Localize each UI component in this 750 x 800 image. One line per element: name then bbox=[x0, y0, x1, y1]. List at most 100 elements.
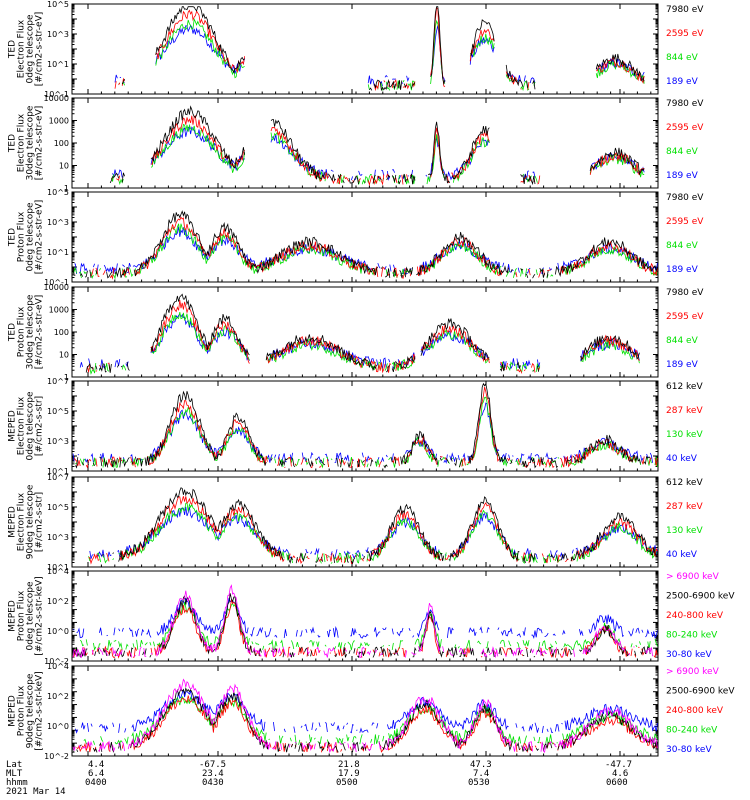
series-0-trace bbox=[101, 487, 658, 565]
y-tick-label: 10^4 bbox=[47, 567, 69, 576]
y-axis-label-line: [#/cm2-s-str-eV] bbox=[35, 200, 45, 275]
y-axis-label-line: MEPED bbox=[8, 695, 18, 727]
series-3-trace bbox=[74, 226, 658, 275]
panel-7: 10^-2 10^0 10^2 10^4 MEPED Proton Flux 0deg te… bbox=[8, 567, 736, 666]
y-tick-label: 10^3 bbox=[47, 437, 69, 446]
y-tick-label: 10^1 bbox=[47, 248, 69, 257]
series-0-trace bbox=[85, 293, 640, 373]
y-axis-label-line: Proton Flux bbox=[17, 306, 27, 357]
panel-8: 10^-2 10^0 10^2 10^4 MEPED Proton Flux 90deg t… bbox=[8, 662, 736, 761]
legend-entry: 240-800 keV bbox=[666, 611, 724, 621]
legend-entry: 7980 eV bbox=[666, 5, 704, 15]
y-tick-label: 10^4 bbox=[47, 662, 69, 671]
legend-entry: > 6900 keV bbox=[666, 572, 720, 582]
series-2-trace bbox=[76, 695, 658, 753]
legend-entry: 30-80 keV bbox=[666, 650, 712, 660]
panel-5: 10^1 10^3 10^5 10^7 MEPED Electron Flux 0deg t… bbox=[8, 377, 704, 476]
y-axis-label-line: Electron Flux bbox=[17, 396, 27, 455]
y-tick-label: 10000 bbox=[44, 94, 69, 103]
y-axis-label-line: [#/cm2-s-str-eV] bbox=[35, 295, 45, 370]
y-axis-label-line: TED bbox=[8, 323, 18, 342]
y-axis-label-line: 30deg telescope bbox=[26, 294, 36, 369]
panel-frame bbox=[71, 3, 659, 95]
panel-2: 1 10 100 1000 10000 TED Electron Flux 30deg tel… bbox=[8, 94, 705, 193]
y-tick-label: 10^1 bbox=[47, 467, 69, 476]
y-axis-label-line: TED bbox=[8, 228, 18, 247]
panel-frame bbox=[71, 97, 659, 189]
series-1-trace bbox=[87, 300, 640, 374]
y-axis-label-line: 30deg telescope bbox=[26, 105, 36, 180]
y-axis-label-line: 90deg telescope bbox=[26, 484, 36, 559]
legend-entry: 130 keV bbox=[666, 430, 703, 440]
y-tick-label: 10^1 bbox=[47, 60, 69, 69]
y-tick-label: 10^5 bbox=[47, 188, 69, 197]
y-axis-label-line: 0deg telescope bbox=[26, 14, 36, 84]
y-tick-label: 10^0 bbox=[47, 722, 69, 731]
series-0-trace bbox=[121, 6, 645, 92]
y-tick-label: 10^-1 bbox=[44, 90, 69, 99]
legend-entry: 80-240 keV bbox=[666, 726, 718, 736]
legend-entry: 287 keV bbox=[666, 406, 703, 416]
y-tick-label: 10^7 bbox=[47, 473, 69, 482]
legend-entry: 844 eV bbox=[666, 241, 699, 251]
series-2-trace bbox=[75, 396, 658, 469]
y-tick-label: 10000 bbox=[44, 283, 69, 292]
series-4-trace bbox=[72, 597, 658, 639]
legend-entry: 7980 eV bbox=[666, 99, 704, 109]
y-tick-label: 10^5 bbox=[47, 503, 69, 512]
legend-entry: 844 eV bbox=[666, 53, 699, 63]
legend-entry: 2595 eV bbox=[666, 29, 704, 39]
series-3-trace bbox=[75, 602, 658, 651]
y-axis-label-line: [#/cm2-s-str-keV] bbox=[35, 671, 45, 750]
legend-entry: 40 keV bbox=[666, 550, 698, 560]
legend-entry: 7980 eV bbox=[666, 288, 704, 298]
series-0-trace bbox=[109, 105, 645, 186]
legend-entry: 612 keV bbox=[666, 382, 703, 392]
panel-4: 1 10 100 1000 10000 TED Proton Flux 30deg teles… bbox=[8, 283, 705, 382]
y-axis-label-line: TED bbox=[8, 134, 18, 153]
y-axis-label-line: 0deg telescope bbox=[26, 202, 36, 272]
y-axis-label-line: 90deg telescope bbox=[26, 673, 36, 748]
legend-entry: 612 keV bbox=[666, 478, 703, 488]
legend-entry: 2595 eV bbox=[666, 123, 704, 133]
y-axis-label-line: [#/cm2-s-str] bbox=[35, 492, 45, 552]
y-axis-label-line: [#/cm2-s-str-eV] bbox=[35, 106, 45, 181]
panel-6: 10^1 10^3 10^5 10^7 MEPED Electron Flux 90deg … bbox=[8, 473, 704, 572]
legend-entry: 7980 eV bbox=[666, 193, 704, 203]
y-axis-label-line: [#/cm2-s-str] bbox=[35, 396, 45, 456]
series-1-trace bbox=[88, 496, 658, 565]
panel-frame bbox=[71, 286, 659, 378]
y-axis-label-line: 0deg telescope bbox=[26, 581, 36, 651]
legend-entry: 189 eV bbox=[666, 171, 699, 181]
y-tick-label: 10^5 bbox=[47, 407, 69, 416]
legend-entry: > 6900 keV bbox=[666, 667, 720, 677]
y-axis-label-line: MEPED bbox=[8, 506, 18, 538]
y-axis-label-line: Proton Flux bbox=[17, 211, 27, 262]
legend-entry: 2500-6900 keV bbox=[666, 592, 735, 602]
y-tick-label: 10^1 bbox=[47, 563, 69, 572]
series-2-trace bbox=[111, 123, 645, 185]
legend-entry: 40 keV bbox=[666, 454, 698, 464]
y-axis-label-line: [#/cm2-s-str-keV] bbox=[35, 576, 45, 655]
legend-entry: 240-800 keV bbox=[666, 706, 724, 716]
y-axis-label-line: [#/cm2-s-str-eV] bbox=[35, 12, 45, 87]
y-tick-label: 1 bbox=[64, 373, 69, 382]
y-tick-label: 10^3 bbox=[47, 533, 69, 542]
y-tick-label: 10^7 bbox=[47, 377, 69, 386]
legend-entry: 2500-6900 keV bbox=[666, 687, 735, 697]
y-tick-label: 10^3 bbox=[47, 30, 69, 39]
y-tick-label: 10^5 bbox=[47, 0, 69, 9]
series-0-trace bbox=[75, 384, 657, 468]
y-axis-label-line: Proton Flux bbox=[17, 590, 27, 641]
legend-entry: 30-80 keV bbox=[666, 745, 712, 755]
panel-1: 10^-1 10^1 10^3 10^5 TED Electron Flux 0deg te… bbox=[8, 0, 705, 99]
series-3-trace bbox=[114, 24, 645, 87]
y-axis-label-line: Proton Flux bbox=[17, 685, 27, 736]
y-axis-label-line: TED bbox=[8, 40, 18, 59]
series-0-trace bbox=[72, 210, 658, 279]
legend-entry: 2595 eV bbox=[666, 312, 704, 322]
y-axis-label-line: MEPED bbox=[8, 600, 18, 632]
series-3-trace bbox=[112, 126, 645, 181]
y-axis-label-line: 0deg telescope bbox=[26, 391, 36, 461]
